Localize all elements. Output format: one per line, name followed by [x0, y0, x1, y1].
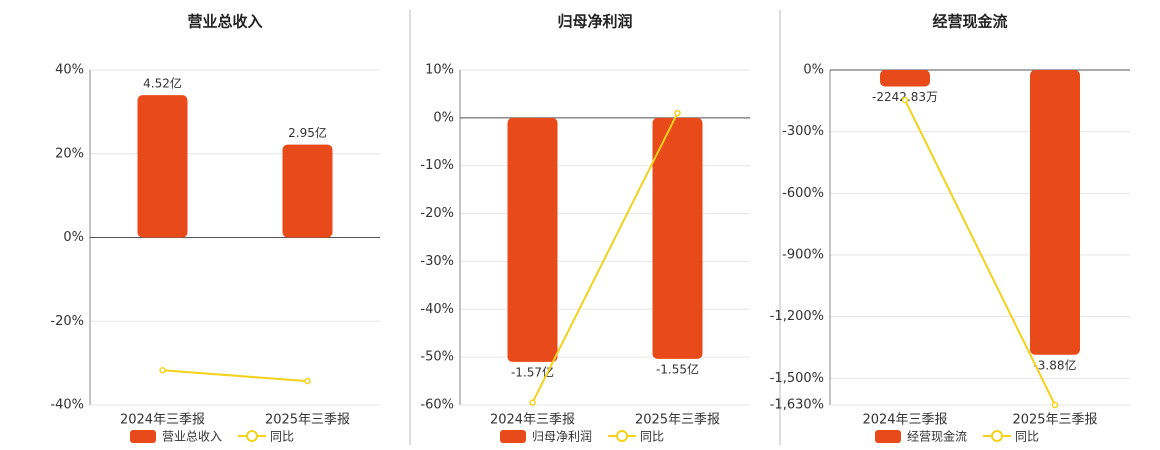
line-point [1051, 401, 1059, 409]
line-point [901, 96, 909, 104]
bar [1030, 70, 1080, 355]
y-tick-label: 0% [63, 230, 84, 245]
bar [282, 144, 333, 238]
legend-swatch [875, 430, 901, 443]
y-tick-label: 0% [433, 110, 454, 125]
y-tick-label: 20% [55, 146, 84, 161]
y-tick-label: -1,500% [770, 371, 824, 386]
chart-title: 经营现金流 [932, 13, 1007, 31]
data-label: -3.88亿 [1033, 357, 1076, 372]
data-label: -1.55亿 [656, 361, 699, 376]
line-point [529, 399, 536, 406]
data-label: 4.52亿 [143, 76, 182, 91]
legend-marker [246, 430, 259, 442]
y-tick-label: -30% [420, 254, 454, 269]
y-tick-label: -300% [782, 124, 824, 139]
legend-marker [616, 430, 629, 442]
y-tick-label: 0% [803, 63, 824, 78]
y-tick-label: -20% [50, 314, 84, 329]
legend-swatch [500, 430, 526, 443]
data-label: 2.95亿 [288, 125, 327, 140]
legend-swatch [130, 430, 156, 443]
line-point [674, 109, 681, 117]
chart-title: 营业总收入 [187, 13, 262, 31]
y-tick-label: -60% [420, 398, 454, 413]
chart-title: 归母净利润 [557, 13, 632, 31]
y-tick-label: 10% [425, 63, 454, 78]
x-tick-label: 2024年三季报 [120, 413, 205, 428]
line-point [159, 366, 166, 374]
data-label: -1.57亿 [511, 364, 554, 379]
x-tick-label: 2024年三季报 [862, 413, 947, 428]
y-tick-label: -1,200% [770, 309, 824, 324]
legend-label: 同比 [1015, 430, 1039, 444]
line-point [304, 377, 311, 385]
x-tick-label: 2025年三季报 [635, 413, 720, 428]
y-tick-label: -40% [50, 398, 84, 413]
legend-label: 同比 [270, 430, 294, 444]
y-tick-label: -600% [782, 186, 824, 201]
x-tick-label: 2024年三季报 [490, 413, 575, 428]
y-tick-label: -50% [420, 350, 454, 365]
bar [880, 70, 930, 87]
bar [137, 95, 188, 238]
y-tick-label: -900% [782, 247, 824, 262]
y-tick-label: -20% [420, 206, 454, 221]
legend-label: 同比 [640, 430, 664, 444]
legend-label: 归母净利润 [532, 430, 592, 444]
y-tick-label: 40% [55, 63, 84, 78]
y-tick-label: -1,630% [770, 398, 824, 413]
legend-label: 营业总收入 [162, 430, 222, 444]
legend-marker [991, 430, 1004, 442]
x-tick-label: 2025年三季报 [265, 413, 350, 428]
legend-label: 经营现金流 [907, 429, 967, 444]
x-tick-label: 2025年三季报 [1012, 413, 1097, 428]
line [904, 99, 1056, 406]
line [531, 112, 679, 404]
line [162, 369, 308, 383]
y-tick-label: -40% [420, 302, 454, 317]
y-tick-label: -10% [420, 158, 454, 173]
bar [652, 117, 703, 359]
bar [507, 117, 558, 362]
